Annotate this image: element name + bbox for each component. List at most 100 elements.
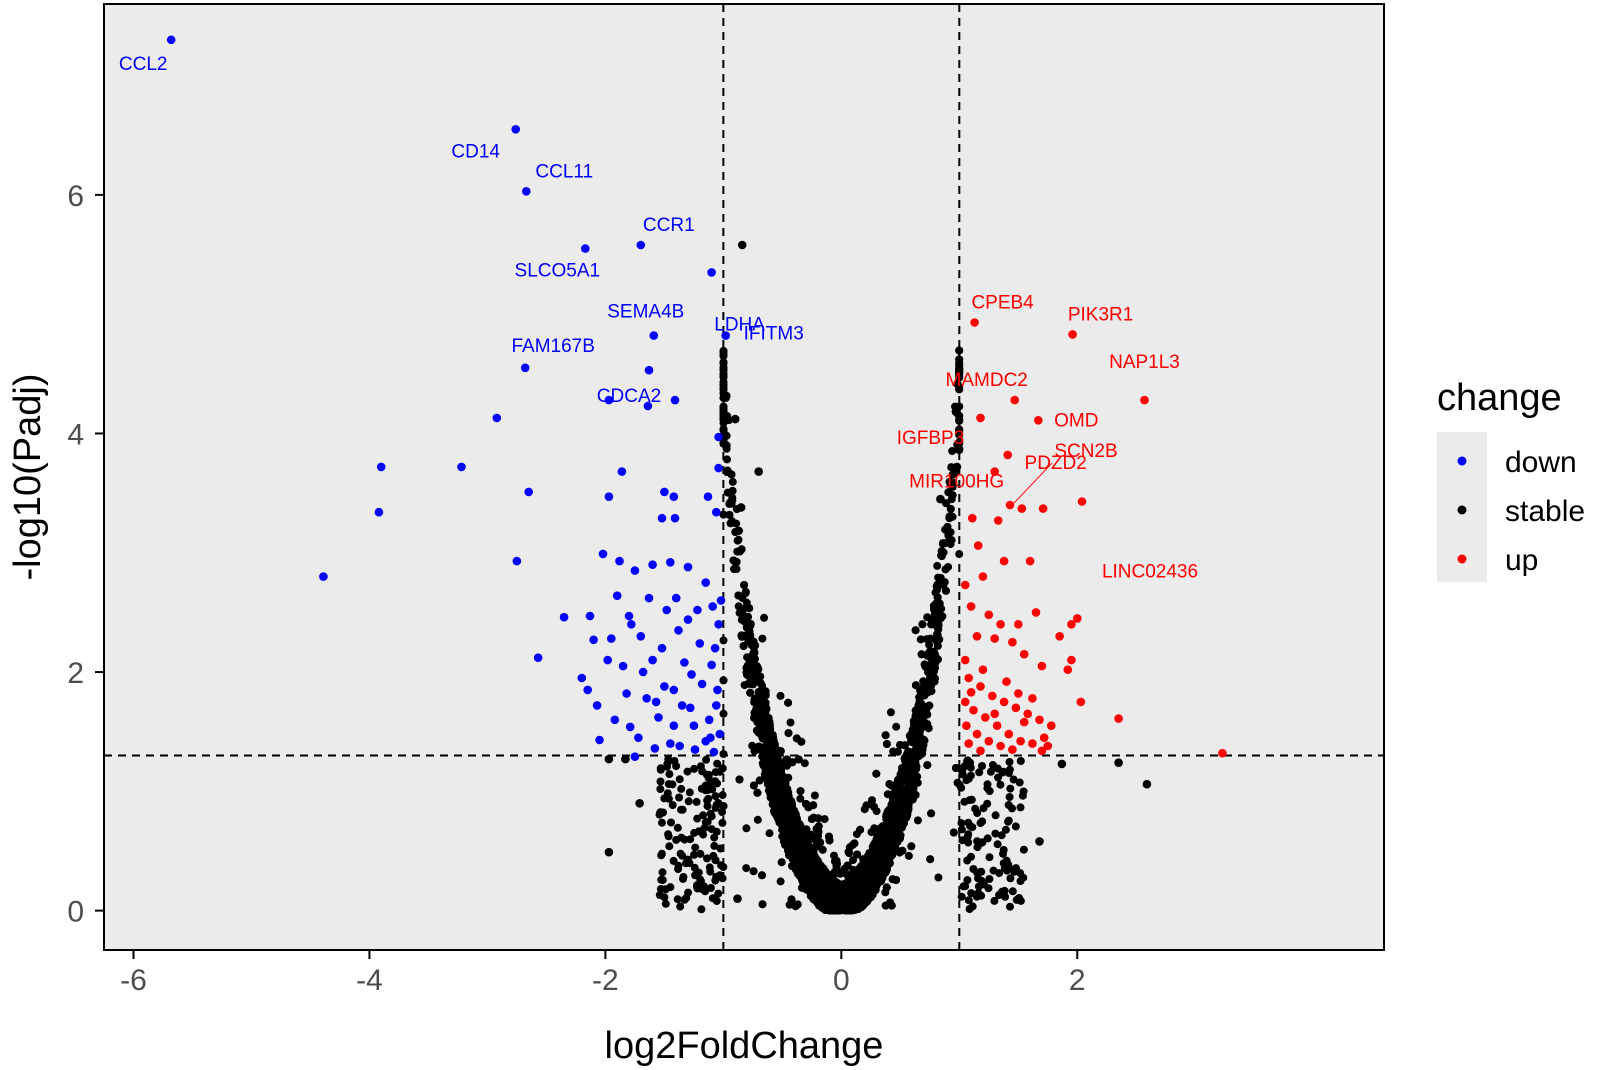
stable-point (802, 825, 811, 834)
stable-point (820, 815, 829, 824)
stable-point (872, 769, 881, 778)
stable-point (749, 637, 758, 646)
stable-point (853, 850, 862, 859)
stable-point (746, 688, 755, 697)
stable-point (745, 604, 754, 613)
stable-point (856, 825, 865, 834)
stable-point (742, 623, 751, 632)
stable-point (926, 634, 935, 643)
stable-point (774, 759, 783, 768)
stable-point (927, 809, 936, 818)
stable-point (849, 865, 858, 874)
stable-point (911, 626, 920, 635)
stable-point (843, 861, 852, 870)
stable-point (938, 539, 947, 548)
stable-point (886, 708, 895, 717)
stable-point (797, 737, 806, 746)
stable-point (750, 648, 759, 657)
stable-point (793, 900, 802, 909)
stable-point (935, 599, 944, 608)
stable-point (937, 547, 946, 556)
stable-point (784, 698, 793, 707)
stable-point (732, 557, 741, 566)
stable-point (850, 839, 859, 848)
stable-point (867, 828, 876, 837)
stable-point (777, 803, 786, 812)
stable-point (719, 415, 728, 424)
stable-point (955, 402, 964, 411)
stable-point (867, 870, 876, 879)
stable-point (758, 712, 767, 721)
stable-point (948, 470, 957, 479)
stable-point (941, 525, 950, 534)
stable-point (762, 704, 771, 712)
stable-point (883, 807, 892, 816)
stable-point (814, 814, 823, 823)
stable-point (931, 608, 940, 617)
stable-point (796, 794, 805, 803)
stable-point (944, 488, 953, 497)
stable-point (777, 858, 786, 867)
stable-point (910, 720, 918, 729)
stable-point (892, 722, 901, 731)
stable-point-cloud (655, 346, 1028, 915)
stable-point (725, 510, 734, 519)
stable-point (933, 580, 942, 589)
stable-point (955, 415, 964, 424)
stable-point (737, 545, 746, 554)
stable-point (955, 346, 964, 355)
stable-point (784, 729, 793, 738)
stable-point (807, 815, 816, 823)
stable-point (777, 814, 786, 823)
stable-point (922, 710, 931, 719)
stable-point (788, 862, 797, 870)
stable-point (849, 856, 857, 865)
stable-point (719, 709, 728, 718)
stable-point (734, 591, 743, 600)
stable-point (726, 519, 735, 528)
stable-point (747, 680, 756, 688)
stable-point (761, 691, 770, 700)
stable-point (925, 701, 934, 710)
stable-point (926, 647, 934, 656)
stable-point (794, 755, 803, 764)
stable-point (868, 796, 876, 805)
stable-point (758, 745, 767, 754)
stable-point (904, 851, 913, 860)
stable-point (896, 831, 905, 840)
stable-point (726, 498, 735, 507)
stable-point (796, 787, 805, 796)
stable-point (728, 486, 737, 495)
plot-panel (103, 3, 1385, 951)
stable-point (925, 640, 934, 649)
stable-point (739, 642, 748, 650)
stable-point (740, 581, 749, 589)
stable-point (770, 748, 779, 757)
stable-point (882, 740, 891, 748)
stable-point (889, 747, 898, 756)
stable-point (750, 654, 759, 663)
stable-point (719, 359, 728, 368)
stable-point (742, 864, 751, 873)
stable-point (727, 470, 736, 479)
stable-point (942, 586, 950, 595)
stable-point (944, 563, 953, 571)
stable-point (918, 620, 927, 629)
stable-point (933, 641, 942, 650)
stable-point (741, 587, 750, 596)
stable-point (914, 709, 923, 718)
stable-point (898, 846, 907, 855)
stable-point (934, 873, 943, 882)
stable-point (870, 802, 878, 811)
stable-point (735, 608, 744, 617)
stable-point (758, 634, 767, 643)
stable-point (754, 718, 763, 727)
stable-point (742, 824, 751, 833)
stable-point (948, 447, 957, 455)
stable-point (936, 574, 945, 582)
stable-point (834, 868, 843, 877)
stable-point (816, 838, 825, 847)
stable-point (776, 691, 785, 700)
stable-point (810, 791, 819, 800)
